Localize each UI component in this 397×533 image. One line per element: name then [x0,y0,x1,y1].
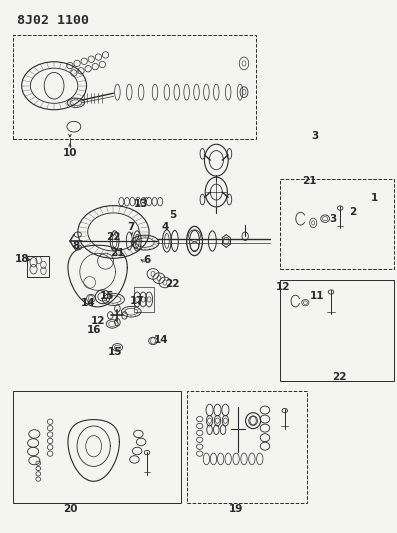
Text: 22: 22 [106,232,121,243]
Text: 15: 15 [100,290,115,301]
Text: 10: 10 [63,148,77,158]
Text: 3: 3 [330,214,337,224]
Text: 3: 3 [312,131,319,141]
Text: 17: 17 [130,296,145,306]
Text: 1: 1 [371,193,378,204]
Text: 21: 21 [302,176,316,187]
Bar [13,35,256,139]
Bar [279,280,394,381]
Text: 8: 8 [72,241,79,251]
Text: 5: 5 [169,210,176,220]
Text: 19: 19 [229,504,243,514]
Text: 13: 13 [134,199,148,209]
Text: 8J02 1100: 8J02 1100 [17,14,89,27]
Text: 16: 16 [87,325,101,335]
Text: 7: 7 [127,222,135,232]
Bar [279,179,394,269]
Text: 21: 21 [110,248,125,258]
Text: 12: 12 [91,316,105,326]
Text: 14: 14 [81,297,95,308]
Text: 14: 14 [154,335,168,345]
Bar [27,256,49,277]
Bar [134,287,154,312]
Text: 20: 20 [63,504,77,514]
Text: 11: 11 [310,290,324,301]
Text: 12: 12 [276,282,291,292]
Bar [187,391,307,503]
Text: 18: 18 [15,254,30,264]
Text: 22: 22 [331,372,346,382]
Text: 4: 4 [161,222,169,232]
Text: 2: 2 [349,207,357,217]
Text: 6: 6 [143,255,151,264]
Text: 22: 22 [166,279,180,288]
Text: 15: 15 [108,346,123,357]
Bar [13,391,181,503]
